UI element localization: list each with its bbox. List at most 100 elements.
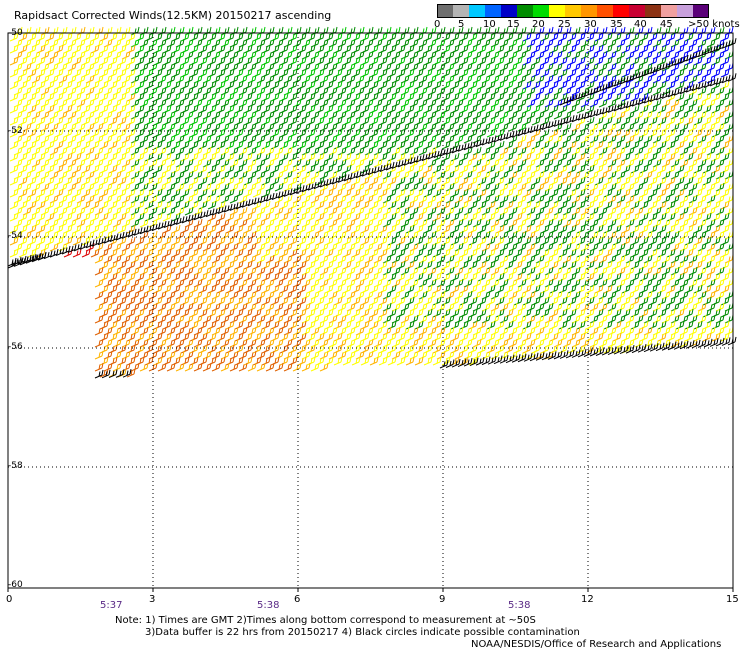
wind-barb (423, 68, 433, 78)
wind-barb (450, 68, 460, 78)
wind-barb (459, 80, 469, 90)
wind-barb (432, 92, 442, 102)
wind-barb (522, 68, 532, 78)
wind-barb (27, 32, 37, 42)
wind-barb (378, 32, 388, 42)
wind-barb (477, 92, 487, 102)
scale-label: 30 (584, 19, 597, 30)
wind-barb (216, 32, 226, 42)
wind-barb (90, 92, 100, 102)
wind-barb (594, 68, 604, 78)
wind-barb (81, 44, 91, 54)
time-label-2: 5:38 (257, 600, 280, 611)
wind-barb (630, 92, 640, 102)
wind-barb (342, 56, 352, 66)
wind-barb (198, 68, 208, 78)
wind-barb (279, 56, 289, 66)
lat-label-58: -58 (8, 461, 23, 471)
wind-barb (558, 44, 568, 54)
wind-barb (162, 32, 172, 42)
wind-barb (288, 92, 298, 102)
wind-barb (504, 32, 514, 42)
wind-barb (36, 44, 46, 54)
wind-barb (162, 44, 172, 54)
wind-barb (666, 44, 676, 54)
wind-barb (531, 80, 541, 90)
wind-barb (612, 68, 622, 78)
wind-barb (342, 80, 352, 90)
scale-label: 15 (507, 19, 520, 30)
wind-barb (333, 92, 343, 102)
wind-barb (432, 68, 442, 78)
wind-barb (495, 92, 505, 102)
wind-barb (126, 236, 136, 246)
wind-barb (288, 68, 298, 78)
wind-barb (567, 80, 577, 90)
scale-label: 45 (660, 19, 673, 30)
wind-barb (99, 44, 109, 54)
wind-barb (252, 92, 262, 102)
scale-label: 0 (434, 19, 441, 30)
wind-barb (531, 92, 541, 102)
wind-barb (432, 56, 442, 66)
wind-barb (90, 44, 100, 54)
wind-barb (513, 32, 523, 42)
wind-barb (585, 68, 595, 78)
wind-barb (171, 68, 181, 78)
wind-barb (153, 92, 163, 102)
wind-barb (369, 44, 379, 54)
wind-barb (486, 56, 496, 66)
wind-barb (603, 44, 613, 54)
wind-barb (567, 32, 577, 42)
wind-barb (171, 32, 181, 42)
wind-barb (198, 56, 208, 66)
wind-barb (423, 80, 433, 90)
wind-barb (306, 80, 316, 90)
lon-label-9: 9 (439, 594, 446, 605)
wind-barb (198, 44, 208, 54)
wind-barb (162, 56, 172, 66)
wind-barb (45, 92, 55, 102)
wind-barb (639, 80, 649, 90)
wind-barb (99, 80, 109, 90)
wind-barb (396, 56, 406, 66)
wind-barb (387, 44, 397, 54)
wind-barb (477, 56, 487, 66)
scale-frame (437, 4, 709, 18)
wind-barb (261, 92, 271, 102)
wind-barb (414, 68, 424, 78)
wind-barb (27, 68, 37, 78)
wind-barb (162, 68, 172, 78)
wind-barb (594, 92, 604, 102)
wind-barb (99, 68, 109, 78)
wind-barb (468, 92, 478, 102)
wind-barb (495, 44, 505, 54)
wind-barb (495, 80, 505, 90)
wind-barb (549, 44, 559, 54)
scale-swatch (645, 4, 661, 18)
wind-barb (414, 44, 424, 54)
wind-barb (207, 44, 217, 54)
wind-barb (432, 32, 442, 42)
wind-barb (549, 56, 559, 66)
scale-swatch (533, 4, 549, 18)
wind-barb (459, 32, 469, 42)
wind-barb (387, 80, 397, 90)
wind-barb (261, 32, 271, 42)
wind-barb (234, 44, 244, 54)
wind-barb (360, 44, 370, 54)
wind-barb (531, 32, 541, 42)
wind-barb (558, 80, 568, 90)
wind-barb (414, 32, 424, 42)
lon-label-15: 15 (726, 594, 739, 605)
wind-barb (243, 32, 253, 42)
wind-barb (378, 68, 388, 78)
wind-barb (243, 44, 253, 54)
wind-barb (180, 32, 190, 42)
wind-barb (297, 44, 307, 54)
wind-barb (270, 80, 280, 90)
wind-barb (495, 56, 505, 66)
wind-barb (234, 32, 244, 42)
wind-barb (297, 56, 307, 66)
wind-barb (225, 44, 235, 54)
